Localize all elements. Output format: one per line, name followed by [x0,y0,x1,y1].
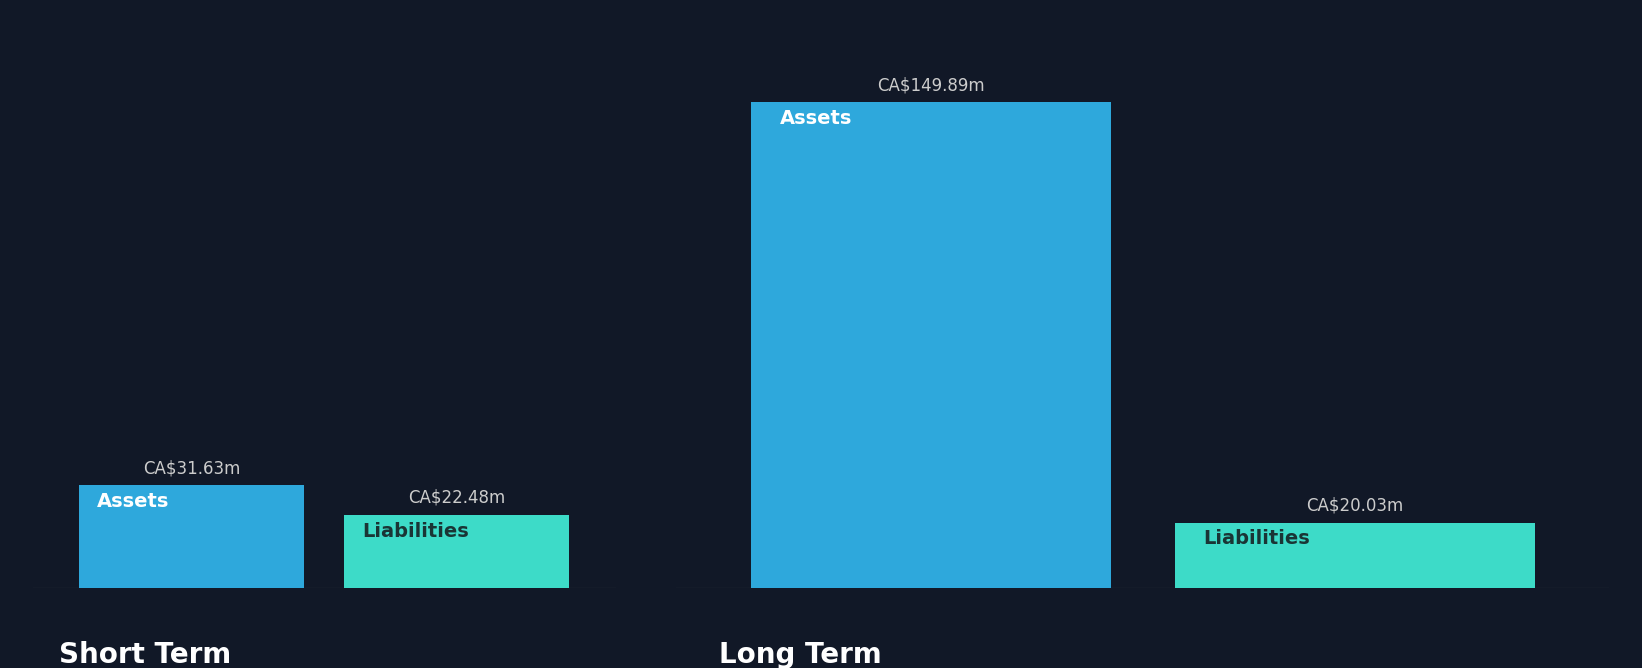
Text: CA$31.63m: CA$31.63m [143,460,240,478]
Bar [750,102,1112,588]
Bar [1174,523,1535,588]
Text: Liabilities: Liabilities [363,522,470,540]
Text: Assets: Assets [97,492,169,511]
Bar [79,486,304,588]
Text: CA$22.48m: CA$22.48m [409,489,506,507]
Text: Short Term: Short Term [59,641,232,668]
Text: CA$20.03m: CA$20.03m [1305,497,1404,515]
Text: CA$149.89m: CA$149.89m [877,76,985,94]
Bar [345,515,570,588]
Text: Liabilities: Liabilities [1204,530,1310,548]
Text: Assets: Assets [780,109,852,128]
Text: Long Term: Long Term [719,641,882,668]
